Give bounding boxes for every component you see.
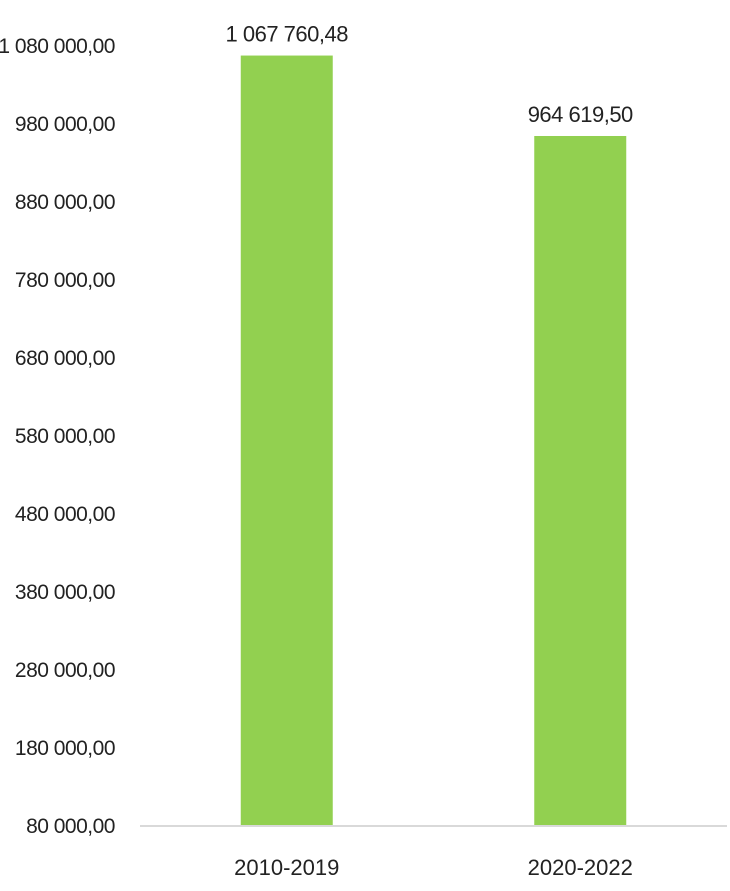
bar-2020-2022	[534, 135, 627, 826]
bar-value-label: 964 619,50	[528, 102, 633, 127]
bars	[240, 55, 627, 827]
y-tick-label: 380 000,00	[15, 581, 115, 604]
bar-value-label: 1 067 760,48	[226, 22, 349, 47]
y-tick-label: 280 000,00	[15, 659, 115, 682]
x-axis: 2010-2019 2020-2022	[234, 855, 633, 880]
y-tick-label: 1 080 000,00	[0, 35, 115, 58]
y-tick-label: 580 000,00	[15, 425, 115, 448]
x-tick-label: 2020-2022	[528, 855, 633, 880]
y-tick-label: 980 000,00	[15, 113, 115, 136]
y-tick-label: 480 000,00	[15, 503, 115, 526]
y-axis: 80 000,00 180 000,00 280 000,00 380 000,00 4…	[0, 35, 116, 838]
y-tick-label: 680 000,00	[15, 347, 115, 370]
bar-2010-2019	[240, 55, 333, 827]
data-labels: 1 067 760,48 964 619,50	[226, 22, 634, 127]
y-tick-label: 80 000,00	[26, 815, 115, 838]
y-tick-label: 880 000,00	[15, 191, 115, 214]
y-tick-label: 180 000,00	[15, 737, 115, 760]
x-tick-label: 2010-2019	[234, 855, 339, 880]
y-tick-label: 780 000,00	[15, 269, 115, 292]
